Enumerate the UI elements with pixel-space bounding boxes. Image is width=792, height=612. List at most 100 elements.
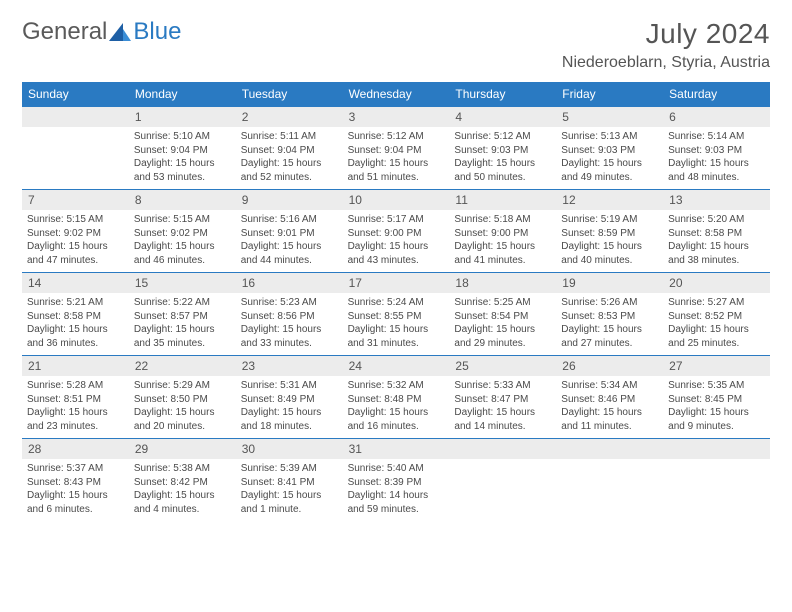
info-line: Sunset: 8:48 PM — [348, 393, 445, 407]
day-info: Sunrise: 5:28 AMSunset: 8:51 PMDaylight:… — [22, 376, 129, 433]
info-line: Daylight: 15 hours — [27, 323, 124, 337]
day-number: 6 — [663, 107, 770, 127]
day-number: 13 — [663, 190, 770, 210]
info-line: Daylight: 15 hours — [27, 406, 124, 420]
info-line: Sunset: 8:51 PM — [27, 393, 124, 407]
day-number: 17 — [343, 273, 450, 293]
day-number: 25 — [449, 356, 556, 376]
info-line: Sunrise: 5:39 AM — [241, 462, 338, 476]
info-line: and 46 minutes. — [134, 254, 231, 268]
info-line: Daylight: 15 hours — [134, 406, 231, 420]
info-line: Sunrise: 5:28 AM — [27, 379, 124, 393]
day-info: Sunrise: 5:25 AMSunset: 8:54 PMDaylight:… — [449, 293, 556, 350]
day-info: Sunrise: 5:32 AMSunset: 8:48 PMDaylight:… — [343, 376, 450, 433]
day-number: 10 — [343, 190, 450, 210]
info-line: Daylight: 15 hours — [348, 323, 445, 337]
day-cell — [22, 107, 129, 189]
info-line: Sunrise: 5:21 AM — [27, 296, 124, 310]
day-info: Sunrise: 5:37 AMSunset: 8:43 PMDaylight:… — [22, 459, 129, 516]
info-line: and 6 minutes. — [27, 503, 124, 517]
info-line: Sunrise: 5:22 AM — [134, 296, 231, 310]
info-line: and 36 minutes. — [27, 337, 124, 351]
day-cell: 15Sunrise: 5:22 AMSunset: 8:57 PMDayligh… — [129, 273, 236, 355]
day-info: Sunrise: 5:10 AMSunset: 9:04 PMDaylight:… — [129, 127, 236, 184]
month-title: July 2024 — [562, 18, 770, 50]
info-line: Sunset: 9:04 PM — [241, 144, 338, 158]
day-cell: 2Sunrise: 5:11 AMSunset: 9:04 PMDaylight… — [236, 107, 343, 189]
info-line: Sunrise: 5:35 AM — [668, 379, 765, 393]
info-line: Sunset: 8:47 PM — [454, 393, 551, 407]
day-number: 5 — [556, 107, 663, 127]
day-cell: 3Sunrise: 5:12 AMSunset: 9:04 PMDaylight… — [343, 107, 450, 189]
info-line: Daylight: 15 hours — [241, 240, 338, 254]
info-line: Sunrise: 5:38 AM — [134, 462, 231, 476]
info-line: and 33 minutes. — [241, 337, 338, 351]
day-cell: 13Sunrise: 5:20 AMSunset: 8:58 PMDayligh… — [663, 190, 770, 272]
day-info: Sunrise: 5:26 AMSunset: 8:53 PMDaylight:… — [556, 293, 663, 350]
day-info: Sunrise: 5:23 AMSunset: 8:56 PMDaylight:… — [236, 293, 343, 350]
day-number: 23 — [236, 356, 343, 376]
info-line: Daylight: 15 hours — [561, 157, 658, 171]
info-line: and 51 minutes. — [348, 171, 445, 185]
day-info: Sunrise: 5:15 AMSunset: 9:02 PMDaylight:… — [129, 210, 236, 267]
info-line: Sunset: 9:00 PM — [348, 227, 445, 241]
info-line: Sunset: 8:58 PM — [27, 310, 124, 324]
day-cell: 7Sunrise: 5:15 AMSunset: 9:02 PMDaylight… — [22, 190, 129, 272]
info-line: Sunset: 9:02 PM — [27, 227, 124, 241]
info-line: Sunrise: 5:33 AM — [454, 379, 551, 393]
day-cell: 5Sunrise: 5:13 AMSunset: 9:03 PMDaylight… — [556, 107, 663, 189]
info-line: and 27 minutes. — [561, 337, 658, 351]
info-line: Daylight: 15 hours — [668, 240, 765, 254]
day-info: Sunrise: 5:16 AMSunset: 9:01 PMDaylight:… — [236, 210, 343, 267]
day-info: Sunrise: 5:20 AMSunset: 8:58 PMDaylight:… — [663, 210, 770, 267]
day-info: Sunrise: 5:12 AMSunset: 9:04 PMDaylight:… — [343, 127, 450, 184]
info-line: Daylight: 15 hours — [454, 157, 551, 171]
weeks-container: 1Sunrise: 5:10 AMSunset: 9:04 PMDaylight… — [22, 106, 770, 521]
day-info: Sunrise: 5:34 AMSunset: 8:46 PMDaylight:… — [556, 376, 663, 433]
day-cell — [663, 439, 770, 521]
day-number — [663, 439, 770, 459]
info-line: and 29 minutes. — [454, 337, 551, 351]
brand-word-1: General — [22, 18, 107, 46]
info-line: and 11 minutes. — [561, 420, 658, 434]
day-info: Sunrise: 5:29 AMSunset: 8:50 PMDaylight:… — [129, 376, 236, 433]
day-cell: 17Sunrise: 5:24 AMSunset: 8:55 PMDayligh… — [343, 273, 450, 355]
day-cell — [449, 439, 556, 521]
info-line: and 38 minutes. — [668, 254, 765, 268]
day-number: 20 — [663, 273, 770, 293]
info-line: Sunset: 9:01 PM — [241, 227, 338, 241]
info-line: and 35 minutes. — [134, 337, 231, 351]
day-cell: 1Sunrise: 5:10 AMSunset: 9:04 PMDaylight… — [129, 107, 236, 189]
info-line: and 41 minutes. — [454, 254, 551, 268]
info-line: Sunrise: 5:12 AM — [454, 130, 551, 144]
day-number: 8 — [129, 190, 236, 210]
week-row: 1Sunrise: 5:10 AMSunset: 9:04 PMDaylight… — [22, 106, 770, 189]
day-number: 7 — [22, 190, 129, 210]
info-line: Sunrise: 5:19 AM — [561, 213, 658, 227]
day-cell: 31Sunrise: 5:40 AMSunset: 8:39 PMDayligh… — [343, 439, 450, 521]
info-line: and 31 minutes. — [348, 337, 445, 351]
info-line: Sunrise: 5:26 AM — [561, 296, 658, 310]
info-line: Daylight: 15 hours — [348, 406, 445, 420]
day-cell: 19Sunrise: 5:26 AMSunset: 8:53 PMDayligh… — [556, 273, 663, 355]
info-line: Sunset: 9:03 PM — [668, 144, 765, 158]
day-cell: 23Sunrise: 5:31 AMSunset: 8:49 PMDayligh… — [236, 356, 343, 438]
info-line: Sunrise: 5:11 AM — [241, 130, 338, 144]
info-line: Daylight: 15 hours — [561, 240, 658, 254]
day-info: Sunrise: 5:24 AMSunset: 8:55 PMDaylight:… — [343, 293, 450, 350]
day-info: Sunrise: 5:40 AMSunset: 8:39 PMDaylight:… — [343, 459, 450, 516]
info-line: Sunrise: 5:20 AM — [668, 213, 765, 227]
day-number: 27 — [663, 356, 770, 376]
day-info: Sunrise: 5:17 AMSunset: 9:00 PMDaylight:… — [343, 210, 450, 267]
info-line: Sunrise: 5:23 AM — [241, 296, 338, 310]
calendar: SundayMondayTuesdayWednesdayThursdayFrid… — [22, 82, 770, 521]
info-line: Sunset: 8:59 PM — [561, 227, 658, 241]
info-line: and 4 minutes. — [134, 503, 231, 517]
day-number — [22, 107, 129, 127]
info-line: Sunrise: 5:17 AM — [348, 213, 445, 227]
info-line: and 23 minutes. — [27, 420, 124, 434]
day-info: Sunrise: 5:35 AMSunset: 8:45 PMDaylight:… — [663, 376, 770, 433]
day-cell: 20Sunrise: 5:27 AMSunset: 8:52 PMDayligh… — [663, 273, 770, 355]
day-info: Sunrise: 5:39 AMSunset: 8:41 PMDaylight:… — [236, 459, 343, 516]
info-line: and 16 minutes. — [348, 420, 445, 434]
